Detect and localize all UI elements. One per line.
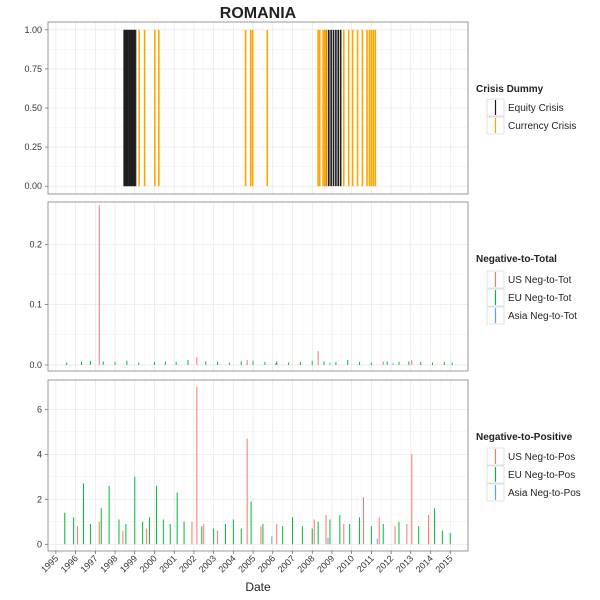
panel-background: [48, 202, 468, 371]
panel-border: [47, 201, 469, 372]
y-tick-label: 6: [37, 404, 42, 414]
series-asia-neg-to-tot: [275, 362, 394, 365]
x-tick-label: 2007: [276, 553, 297, 574]
legend-label: US Neg-to-Tot: [508, 275, 572, 286]
legend-label: EU Neg-to-Pos: [508, 470, 575, 481]
series-currency-crisis: [138, 29, 377, 187]
legend-label: EU Neg-to-Tot: [508, 293, 572, 304]
x-tick-label: 1997: [79, 553, 100, 574]
x-tick-label: 2015: [433, 553, 454, 574]
x-tick-label: 2008: [295, 553, 316, 574]
panel-border: [47, 21, 469, 195]
chart-title: ROMANIA: [220, 5, 297, 22]
legend-label: Equity Crisis: [508, 103, 564, 114]
legend-label: Currency Crisis: [508, 121, 576, 132]
x-tick-label: 2001: [157, 553, 178, 574]
series-us-neg-to-tot: [98, 205, 413, 365]
x-tick-label: 2002: [177, 553, 198, 574]
panel-neg-to-pos: 0 2 4 6: [37, 379, 469, 552]
x-tick-label: 2009: [315, 553, 336, 574]
legend-crisis: Crisis Dummy Equity Crisis Currency Crisis: [476, 84, 576, 135]
x-tick-label: 2012: [374, 553, 395, 574]
legend-title: Crisis Dummy: [476, 84, 544, 95]
x-tick-label: 2010: [335, 553, 356, 574]
y-tick-label: 0: [37, 539, 42, 549]
x-tick-label: 2004: [217, 553, 238, 574]
y-tick-label: 0.25: [24, 142, 42, 152]
y-tick-label: 0.50: [24, 103, 42, 113]
x-axis: 1995199619971998199920002001200220032004…: [39, 551, 455, 575]
y-tick-label: 4: [37, 449, 42, 459]
x-tick-label: 1998: [98, 553, 119, 574]
legend-title: Negative-to-Positive: [476, 432, 573, 443]
y-tick-label: 2: [37, 494, 42, 504]
x-tick-label: 1995: [39, 553, 60, 574]
y-tick-label: 0.00: [24, 181, 42, 191]
x-tick-label: 2005: [236, 553, 257, 574]
y-tick-label: 0.1: [29, 300, 42, 310]
panel-neg-to-tot: 0.0 0.1 0.2: [29, 201, 469, 372]
series-asia-neg-to-pos: [271, 536, 378, 545]
legend-title: Negative-to-Total: [476, 254, 557, 265]
y-tick-label: 0.75: [24, 64, 42, 74]
x-tick-label: 2003: [197, 553, 218, 574]
legends: Crisis Dummy Equity Crisis Currency Crisis…: [476, 84, 581, 502]
legend-neg-to-pos: Negative-to-Positive US Neg-to-Pos EU Neg-…: [476, 432, 581, 502]
x-tick-label: 2013: [394, 553, 415, 574]
x-tick-label: 2014: [414, 553, 435, 574]
panel-background: [48, 380, 468, 551]
x-tick-label: 1996: [59, 553, 80, 574]
series-eu-neg-to-pos: [64, 476, 451, 545]
x-axis-title: Date: [245, 580, 271, 594]
y-tick-label: 1.00: [24, 25, 42, 35]
series-us-neg-to-pos: [77, 386, 430, 545]
legend-neg-to-tot: Negative-to-Total US Neg-to-Tot EU Neg-to-…: [476, 254, 577, 325]
legend-label: Asia Neg-to-Tot: [508, 311, 577, 322]
legend-label: US Neg-to-Pos: [508, 452, 575, 463]
x-tick-label: 2011: [355, 553, 376, 574]
panels-layer: 0.00 0.25 0.50 0.75 1.00 0.0 0.1 0.2 0 2 4 6: [24, 21, 469, 552]
x-tick-label: 1999: [118, 553, 139, 574]
series-eu-neg-to-tot: [66, 360, 453, 365]
panel-border: [47, 379, 469, 552]
y-tick-label: 0.0: [29, 360, 42, 370]
panel-crisis: 0.00 0.25 0.50 0.75 1.00: [24, 21, 469, 195]
x-tick-label: 2006: [256, 553, 277, 574]
x-tick-label: 2000: [138, 553, 159, 574]
y-tick-label: 0.2: [29, 239, 42, 249]
legend-label: Asia Neg-to-Pos: [508, 488, 581, 499]
